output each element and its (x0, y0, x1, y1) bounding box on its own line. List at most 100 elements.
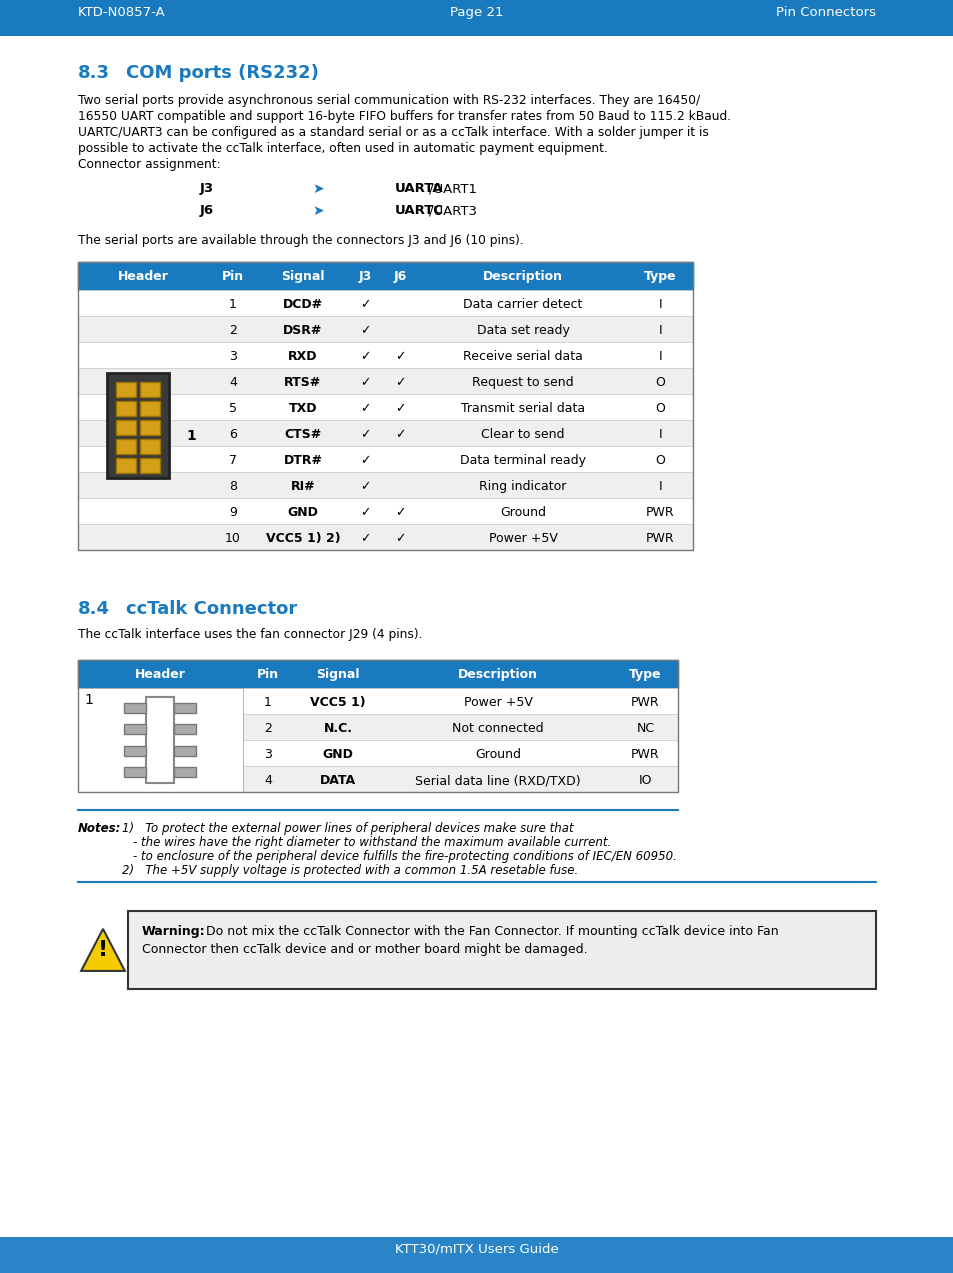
Text: DCD#: DCD# (283, 298, 323, 311)
Text: Clear to send: Clear to send (480, 428, 564, 440)
Text: I: I (658, 298, 661, 311)
Bar (78, 290, 692, 316)
Text: Data carrier detect: Data carrier detect (463, 298, 582, 311)
Text: Two serial ports provide asynchronous serial communication with RS-232 interface: Two serial ports provide asynchronous se… (78, 94, 700, 107)
Text: Power +5V: Power +5V (488, 532, 557, 545)
Text: 8.4: 8.4 (78, 600, 110, 617)
Text: J6: J6 (200, 204, 213, 216)
Text: ✓: ✓ (360, 428, 371, 440)
Text: I: I (658, 428, 661, 440)
Bar (125, 766, 147, 777)
Text: VCC5 1): VCC5 1) (310, 696, 365, 709)
Text: ✓: ✓ (360, 325, 371, 337)
Text: ✓: ✓ (360, 454, 371, 467)
Text: 2: 2 (264, 722, 272, 735)
Bar (107, 373, 169, 477)
Text: RXD: RXD (288, 350, 317, 363)
Bar (78, 316, 692, 342)
Text: PWR: PWR (631, 749, 659, 761)
Bar (78, 395, 692, 420)
Text: 8: 8 (229, 480, 236, 493)
Bar (78, 659, 678, 687)
Text: PWR: PWR (645, 532, 674, 545)
Text: The serial ports are available through the connectors J3 and J6 (10 pins).: The serial ports are available through t… (78, 234, 523, 247)
Text: Receive serial data: Receive serial data (462, 350, 582, 363)
Bar (78, 524, 692, 550)
Text: !: ! (98, 939, 108, 960)
Text: The ccTalk interface uses the fan connector J29 (4 pins).: The ccTalk interface uses the fan connec… (78, 628, 422, 642)
Text: Not connected: Not connected (452, 722, 543, 735)
Text: 1: 1 (186, 429, 195, 443)
Text: Request to send: Request to send (472, 376, 573, 390)
Bar (116, 401, 136, 415)
Text: Ring indicator: Ring indicator (478, 480, 566, 493)
Bar (116, 438, 136, 453)
Bar (78, 714, 678, 740)
Bar (125, 724, 147, 735)
Bar (174, 746, 196, 756)
Bar (78, 262, 692, 550)
Text: ✓: ✓ (360, 480, 371, 493)
Text: ✓: ✓ (360, 402, 371, 415)
Text: 1: 1 (229, 298, 236, 311)
Text: Signal: Signal (315, 668, 359, 681)
Bar (78, 368, 692, 395)
Text: DSR#: DSR# (283, 325, 322, 337)
Text: Description: Description (482, 270, 562, 283)
Bar (78, 766, 678, 792)
Text: NC: NC (636, 722, 654, 735)
Text: ✓: ✓ (360, 532, 371, 545)
Bar (116, 420, 136, 434)
Bar (78, 262, 692, 290)
Text: 4: 4 (264, 774, 272, 787)
Text: UARTC/UART3 can be configured as a standard serial or as a ccTalk interface. Wit: UARTC/UART3 can be configured as a stand… (78, 126, 708, 139)
Bar (78, 446, 692, 472)
Text: Notes:: Notes: (78, 822, 121, 835)
Text: Page 21: Page 21 (450, 6, 503, 19)
Text: ✓: ✓ (395, 376, 405, 390)
Text: J3: J3 (358, 270, 372, 283)
Text: ✓: ✓ (360, 350, 371, 363)
Text: RI#: RI# (291, 480, 315, 493)
Bar (78, 342, 692, 368)
Text: Pin Connectors: Pin Connectors (775, 6, 875, 19)
Text: ✓: ✓ (360, 298, 371, 311)
Bar (147, 698, 174, 783)
Bar (140, 420, 160, 434)
Text: J3: J3 (200, 182, 213, 195)
Text: Header: Header (117, 270, 169, 283)
Text: GND: GND (287, 505, 318, 519)
Text: 10: 10 (225, 532, 241, 545)
Text: 1)   To protect the external power lines of peripheral devices make sure that: 1) To protect the external power lines o… (122, 822, 573, 835)
Bar (0, 0, 953, 36)
Text: COM ports (RS232): COM ports (RS232) (126, 64, 318, 81)
Text: Description: Description (457, 668, 537, 681)
Text: Pin: Pin (256, 668, 279, 681)
Text: Connector then ccTalk device and or mother board might be damaged.: Connector then ccTalk device and or moth… (142, 943, 587, 956)
Text: Data terminal ready: Data terminal ready (459, 454, 585, 467)
Bar (140, 438, 160, 453)
Text: TXD: TXD (289, 402, 317, 415)
Text: GND: GND (322, 749, 353, 761)
Text: RTS#: RTS# (284, 376, 321, 390)
Text: ➤: ➤ (312, 182, 323, 196)
Text: IO: IO (639, 774, 652, 787)
Text: KTD-N0857-A: KTD-N0857-A (78, 6, 166, 19)
Text: I: I (658, 325, 661, 337)
Text: ccTalk Connector: ccTalk Connector (126, 600, 297, 617)
Text: O: O (655, 376, 665, 390)
Text: Type: Type (643, 270, 676, 283)
Bar (78, 687, 678, 714)
Text: Type: Type (629, 668, 661, 681)
Text: /UART3: /UART3 (429, 204, 476, 216)
Text: - the wires have the right diameter to withstand the maximum available current.: - the wires have the right diameter to w… (132, 836, 611, 849)
Text: I: I (658, 480, 661, 493)
Bar (174, 766, 196, 777)
Text: Pin: Pin (222, 270, 244, 283)
Text: 1: 1 (84, 693, 92, 707)
Text: DATA: DATA (319, 774, 355, 787)
Text: Signal: Signal (281, 270, 324, 283)
Text: Header: Header (135, 668, 186, 681)
Text: Connector assignment:: Connector assignment: (78, 158, 220, 171)
Text: ✓: ✓ (360, 505, 371, 519)
